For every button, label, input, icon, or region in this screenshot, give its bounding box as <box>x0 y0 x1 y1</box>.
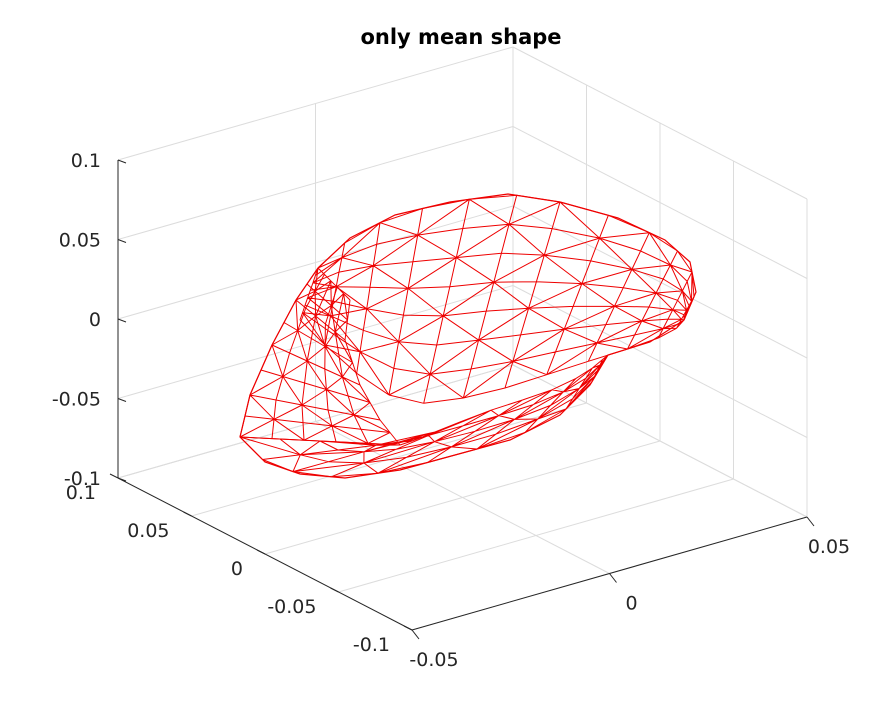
grid-line <box>117 285 514 399</box>
mesh-outline <box>239 193 697 479</box>
grid-line <box>117 126 514 240</box>
mean-shape-mesh <box>239 193 697 479</box>
z-tick-mark <box>117 159 127 164</box>
chart-title: only mean shape <box>360 25 561 49</box>
z-tick-label: -0.1 <box>64 468 101 490</box>
grid-line <box>512 205 808 359</box>
z-tick-mark <box>117 318 127 323</box>
y-tick-mark <box>330 587 339 593</box>
x-tick-label: 0 <box>625 593 637 615</box>
x-tick-mark <box>411 629 420 640</box>
x-tick-label: 0.05 <box>808 536 850 558</box>
y-tick-mark <box>256 549 266 555</box>
axes-grid <box>117 46 808 631</box>
z-tick-label: -0.05 <box>52 389 101 411</box>
y-tick-label: 0.05 <box>127 520 169 542</box>
grid-line <box>512 285 808 438</box>
x-tick-label: -0.05 <box>409 649 458 671</box>
tick-labels: -0.0500.05-0.1-0.0500.050.1-0.1-0.0500.0… <box>52 150 850 671</box>
y-tick-label: -0.1 <box>353 634 390 656</box>
grid-line <box>512 126 808 279</box>
y-tick-mark <box>183 511 192 517</box>
grid-line <box>512 46 808 200</box>
grid-line <box>117 205 514 320</box>
grid-line <box>264 440 661 555</box>
z-tick-mark <box>117 477 127 482</box>
z-tick-mark <box>117 398 127 402</box>
grid-line <box>338 478 734 593</box>
grid-line <box>117 364 514 479</box>
z-tick-label: 0.05 <box>59 230 101 252</box>
z-tick-mark <box>117 239 127 243</box>
y-tick-mark <box>403 625 413 631</box>
y-tick-label: -0.05 <box>267 596 316 618</box>
axes-lines <box>109 159 815 640</box>
x-tick-mark <box>609 573 617 583</box>
grid-line <box>512 364 808 518</box>
y-tick-label: 0.1 <box>66 482 96 504</box>
y-tick-label: 0 <box>231 558 243 580</box>
z-tick-label: 0 <box>89 309 101 331</box>
z-tick-label: 0.1 <box>71 150 101 172</box>
grid-line <box>117 46 514 161</box>
y-tick-mark <box>109 473 119 479</box>
x-tick-mark <box>806 516 815 527</box>
